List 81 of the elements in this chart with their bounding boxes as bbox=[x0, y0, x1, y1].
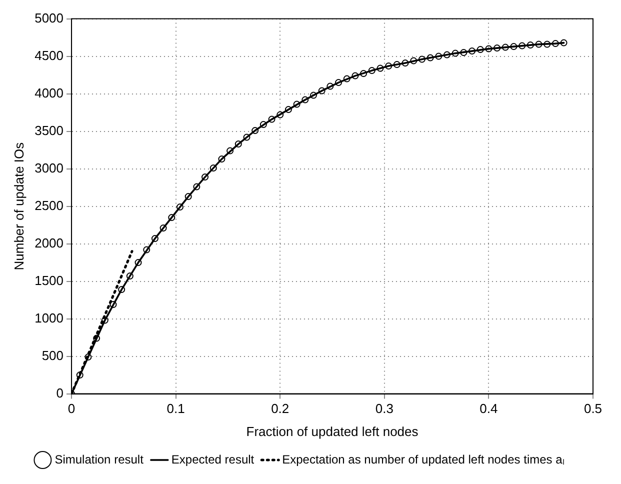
point bbox=[426, 54, 434, 62]
point bbox=[544, 40, 551, 48]
point bbox=[310, 92, 317, 99]
y-tick-label: 1000 bbox=[34, 310, 64, 326]
point bbox=[535, 40, 542, 48]
y-tick-label: 2000 bbox=[34, 235, 64, 250]
point bbox=[485, 45, 492, 52]
point bbox=[360, 70, 368, 78]
y-tick-label: 4500 bbox=[34, 48, 64, 63]
point bbox=[76, 372, 84, 379]
point bbox=[468, 48, 476, 55]
x-tick-label: 0.5 bbox=[584, 401, 602, 416]
point bbox=[443, 51, 450, 58]
legend-label: Expectation as number of updated left nodes times aₗ bbox=[282, 452, 564, 466]
y-tick-label: 2500 bbox=[34, 198, 64, 213]
point bbox=[368, 67, 376, 74]
point bbox=[376, 64, 384, 72]
point bbox=[494, 44, 501, 52]
point bbox=[560, 39, 568, 46]
point bbox=[452, 50, 459, 57]
point bbox=[101, 316, 108, 324]
y-tick-label: 1500 bbox=[34, 272, 64, 288]
point bbox=[385, 62, 392, 70]
point bbox=[518, 42, 526, 50]
point bbox=[210, 164, 217, 172]
point bbox=[393, 61, 400, 68]
point bbox=[234, 140, 242, 148]
point bbox=[526, 42, 534, 49]
x-tick-label: 0.1 bbox=[166, 401, 185, 416]
point bbox=[302, 96, 309, 104]
point bbox=[160, 224, 167, 232]
point bbox=[110, 301, 117, 308]
y-tick-label: 0 bbox=[56, 385, 64, 400]
point bbox=[410, 57, 418, 64]
point bbox=[276, 111, 284, 118]
y-tick-label: 5000 bbox=[34, 10, 64, 26]
y-tick-label: 3000 bbox=[34, 160, 64, 176]
point bbox=[510, 43, 518, 50]
point bbox=[252, 127, 259, 134]
point bbox=[476, 46, 484, 54]
point bbox=[293, 100, 300, 108]
point bbox=[226, 147, 234, 154]
y-tick-label: 3500 bbox=[34, 122, 64, 138]
point bbox=[460, 49, 468, 56]
point bbox=[552, 40, 559, 48]
x-tick-label: 0 bbox=[68, 401, 76, 416]
point bbox=[84, 354, 92, 361]
legend-label: Simulation result bbox=[54, 452, 144, 466]
point bbox=[176, 204, 184, 211]
point bbox=[352, 72, 359, 80]
point bbox=[143, 246, 150, 254]
point bbox=[202, 174, 209, 181]
point bbox=[318, 87, 326, 94]
point bbox=[402, 60, 409, 67]
point bbox=[184, 193, 192, 200]
point bbox=[326, 82, 334, 90]
point bbox=[126, 272, 134, 280]
point bbox=[118, 286, 126, 294]
point bbox=[193, 183, 200, 190]
y-tick-label: 500 bbox=[42, 348, 64, 363]
point bbox=[134, 259, 142, 266]
point bbox=[260, 121, 267, 128]
point bbox=[435, 52, 442, 60]
point bbox=[218, 156, 226, 163]
y-axis-title: Number of update IOs bbox=[11, 142, 26, 270]
point bbox=[502, 44, 509, 51]
point bbox=[268, 116, 276, 123]
x-tick-label: 0.2 bbox=[271, 401, 290, 416]
point bbox=[151, 235, 158, 242]
point bbox=[243, 134, 250, 141]
point bbox=[168, 214, 176, 222]
y-tick-label: 4000 bbox=[34, 85, 64, 100]
point bbox=[343, 75, 350, 82]
legend-label: Expected result bbox=[171, 452, 255, 466]
point bbox=[93, 334, 100, 342]
x-tick-label: 0.3 bbox=[375, 401, 394, 416]
point bbox=[335, 79, 342, 86]
x-tick-label: 0.4 bbox=[480, 401, 498, 416]
x-axis-title: Fraction of updated left nodes bbox=[246, 424, 419, 439]
point bbox=[284, 106, 292, 114]
point bbox=[418, 56, 426, 63]
